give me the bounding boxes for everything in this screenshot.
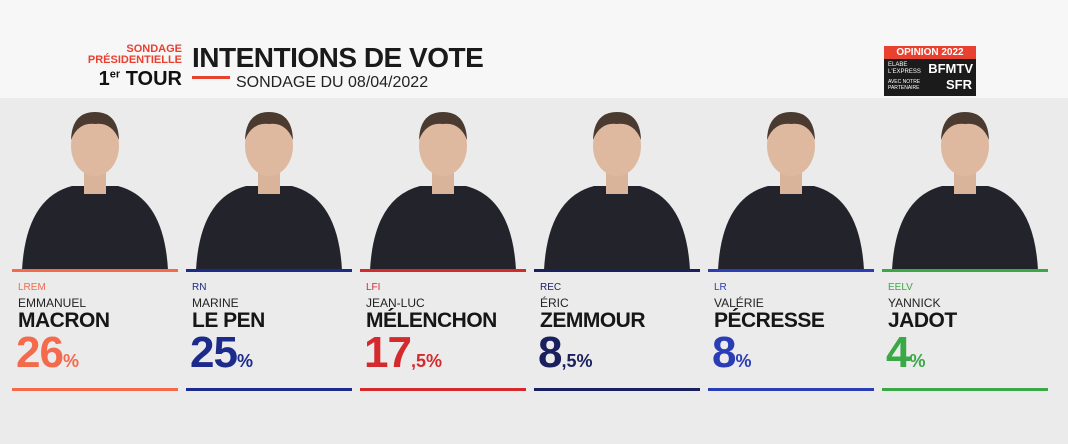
score: 25% bbox=[190, 328, 253, 377]
top-line bbox=[186, 269, 352, 272]
party: LREM bbox=[18, 282, 46, 293]
candidate-photo bbox=[718, 112, 864, 270]
candidate-photo bbox=[892, 112, 1038, 270]
last-name: JADOT bbox=[888, 309, 957, 332]
top-line bbox=[12, 269, 178, 272]
subtitle: SONDAGE DU 08/04/2022 bbox=[236, 74, 429, 91]
score: 26% bbox=[16, 328, 79, 377]
bottom-line bbox=[186, 388, 352, 391]
last-name: PÉCRESSE bbox=[714, 309, 825, 332]
candidate-card: LR VALÉRIE PÉCRESSE 8% bbox=[708, 98, 874, 398]
round-number: 1 bbox=[98, 68, 110, 90]
round: 1er TOUR bbox=[86, 68, 182, 91]
bottom-line bbox=[12, 388, 178, 391]
candidate-photo bbox=[370, 112, 516, 270]
party: RN bbox=[192, 282, 207, 293]
top-line bbox=[360, 269, 526, 272]
first-name: JEAN-LUC bbox=[366, 296, 425, 310]
logo-press: L'EXPRESS bbox=[888, 69, 921, 75]
last-name: MÉLENCHON bbox=[366, 309, 497, 332]
candidate-card: REC ÉRIC ZEMMOUR 8,5% bbox=[534, 98, 700, 398]
party: REC bbox=[540, 282, 562, 293]
score: 8,5% bbox=[538, 328, 593, 377]
top-line bbox=[708, 269, 874, 272]
candidate-photo bbox=[544, 112, 690, 270]
top-line bbox=[534, 269, 700, 272]
first-name: VALÉRIE bbox=[714, 296, 764, 310]
title: INTENTIONS DE VOTE bbox=[192, 42, 484, 73]
candidate-card: EELV YANNICK JADOT 4% bbox=[882, 98, 1048, 398]
accent-line bbox=[192, 76, 230, 79]
bottom-line bbox=[534, 388, 700, 391]
first-name: EMMANUEL bbox=[18, 296, 87, 310]
logo-channel: BFMTV bbox=[928, 61, 973, 76]
bottom-line bbox=[708, 388, 874, 391]
round-word: TOUR bbox=[125, 68, 182, 90]
candidate-card: LFI JEAN-LUC MÉLENCHON 17,5% bbox=[360, 98, 526, 398]
top-line bbox=[882, 269, 1048, 272]
logo-top: OPINION 2022 bbox=[884, 46, 976, 59]
score: 8% bbox=[712, 328, 752, 377]
party: EELV bbox=[888, 282, 913, 293]
score: 4% bbox=[886, 328, 926, 377]
score: 17,5% bbox=[364, 328, 442, 377]
bottom-line bbox=[882, 388, 1048, 391]
first-name: ÉRIC bbox=[540, 296, 569, 310]
last-name: ZEMMOUR bbox=[540, 309, 646, 332]
logo-partner: SFR bbox=[946, 77, 972, 92]
first-name: MARINE bbox=[192, 296, 239, 310]
last-name: MACRON bbox=[18, 309, 110, 332]
logo-partner-note: AVEC NOTRE PARTENAIRE bbox=[888, 79, 921, 91]
logo: OPINION 2022 ELABE L'EXPRESS BFMTV AVEC … bbox=[884, 46, 976, 96]
candidate-photo bbox=[196, 112, 342, 270]
last-name: LE PEN bbox=[192, 309, 265, 332]
candidate-card: LREM EMMANUEL MACRON 26% bbox=[12, 98, 178, 398]
poll-type: SONDAGE PRÉSIDENTIELLE bbox=[87, 43, 182, 66]
bottom-line bbox=[360, 388, 526, 391]
candidate-photo bbox=[22, 112, 168, 270]
round-suffix: er bbox=[109, 68, 121, 81]
party: LFI bbox=[366, 282, 381, 293]
candidate-card: RN MARINE LE PEN 25% bbox=[186, 98, 352, 398]
party: LR bbox=[714, 282, 727, 293]
first-name: YANNICK bbox=[888, 296, 941, 310]
logo-institute: ELABE bbox=[888, 62, 908, 68]
